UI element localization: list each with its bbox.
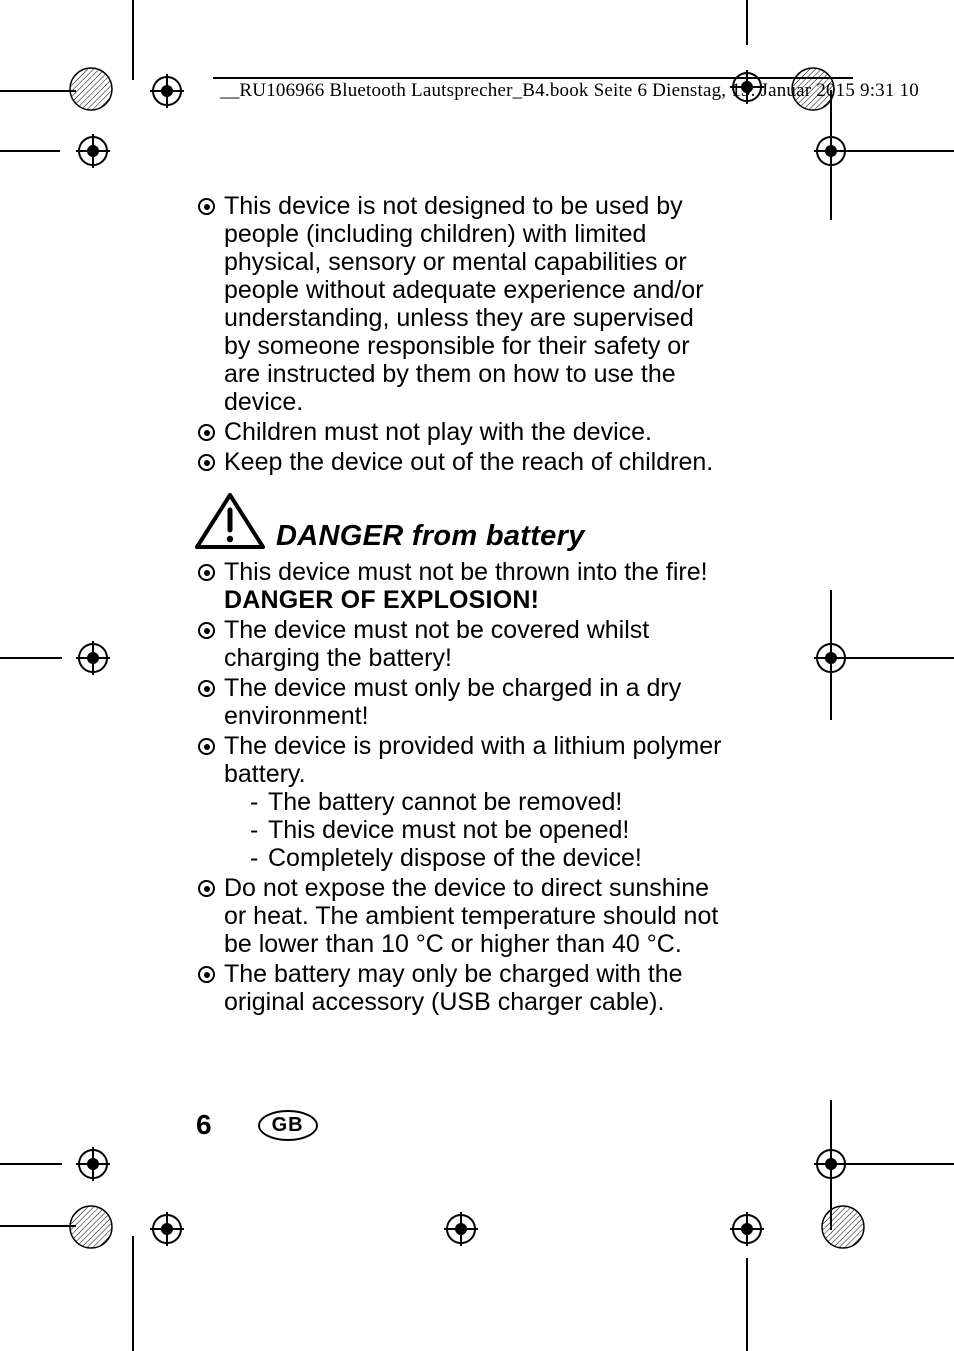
page-number: 6	[196, 1109, 212, 1141]
list-item-text: The device must not be covered whilst ch…	[224, 616, 649, 672]
list-item-text: This device must not be thrown into the …	[224, 558, 708, 586]
sub-list-item-text: This device must not be opened!	[268, 816, 629, 844]
danger-title: DANGER from battery	[276, 520, 585, 556]
list-item-text: Children must not play with the device.	[224, 418, 652, 446]
hatched-circle-icon	[820, 1204, 866, 1250]
crop-line	[0, 90, 76, 92]
region-code: GB	[258, 1110, 318, 1141]
registration-target-icon	[150, 74, 184, 108]
registration-target-icon	[814, 134, 848, 168]
sub-list-item: This device must not be opened!	[250, 816, 726, 844]
list-item: This device is not designed to be used b…	[196, 192, 726, 416]
list-item: The device must only be charged in a dry…	[196, 674, 726, 730]
registration-target-icon	[76, 641, 110, 675]
crop-line	[746, 1258, 748, 1351]
registration-target-icon	[814, 641, 848, 675]
sub-list-item: Completely dispose of the device!	[250, 844, 726, 872]
list-item-text: Keep the device out of the reach of chil…	[224, 448, 713, 476]
list-item: Keep the device out of the reach of chil…	[196, 448, 726, 476]
danger-bullet-list: This device must not be thrown into the …	[196, 558, 726, 1016]
page: __RU106966 Bluetooth Lautsprecher_B4.boo…	[0, 0, 954, 1351]
crop-line	[746, 0, 748, 45]
sub-list-item-text: The battery cannot be removed!	[268, 788, 622, 816]
content-area: This device is not designed to be used b…	[196, 192, 726, 1018]
hatched-circle-icon	[68, 66, 114, 112]
safety-bullet-list: This device is not designed to be used b…	[196, 192, 726, 476]
footer: 6 GB	[196, 1109, 318, 1141]
crop-line	[0, 1163, 62, 1165]
sub-list: The battery cannot be removed! This devi…	[224, 788, 726, 872]
list-item-text: The device must only be charged in a dry…	[224, 674, 681, 730]
list-item: Children must not play with the device.	[196, 418, 726, 446]
header-filename: __RU106966 Bluetooth Lautsprecher_B4.boo…	[220, 80, 919, 102]
crop-line	[0, 657, 62, 659]
sub-list-item: The battery cannot be removed!	[250, 788, 726, 816]
crop-line	[830, 150, 954, 152]
registration-target-icon	[150, 1212, 184, 1246]
list-item: Do not expose the device to direct sunsh…	[196, 874, 726, 958]
header-rule	[213, 77, 853, 79]
list-item: The device is provided with a lithium po…	[196, 732, 726, 872]
explosion-warning: DANGER OF EXPLOSION!	[224, 586, 726, 614]
hatched-circle-icon	[68, 1204, 114, 1250]
list-item-text: The battery may only be charged with the…	[224, 960, 683, 1016]
crop-line	[0, 1225, 76, 1227]
registration-target-icon	[76, 1147, 110, 1181]
crop-line	[132, 0, 134, 80]
region-badge: GB	[258, 1110, 318, 1141]
list-item-text: Do not expose the device to direct sunsh…	[224, 874, 718, 958]
crop-line	[0, 150, 60, 152]
list-item-text: This device is not designed to be used b…	[224, 192, 704, 416]
list-item-text: The device is provided with a lithium po…	[224, 732, 721, 788]
danger-section: DANGER from battery This device must not…	[196, 492, 726, 1016]
list-item: This device must not be thrown into the …	[196, 558, 726, 614]
registration-target-icon	[76, 134, 110, 168]
registration-target-icon	[814, 1147, 848, 1181]
crop-line	[132, 1236, 134, 1351]
sub-list-item-text: Completely dispose of the device!	[268, 844, 642, 872]
list-item: The battery may only be charged with the…	[196, 960, 726, 1016]
crop-line	[844, 657, 954, 659]
crop-line	[844, 1163, 954, 1165]
registration-target-icon	[444, 1212, 478, 1246]
list-item: The device must not be covered whilst ch…	[196, 616, 726, 672]
danger-heading-row: DANGER from battery	[194, 492, 726, 556]
registration-target-icon	[730, 1212, 764, 1246]
warning-triangle-icon	[194, 492, 266, 556]
